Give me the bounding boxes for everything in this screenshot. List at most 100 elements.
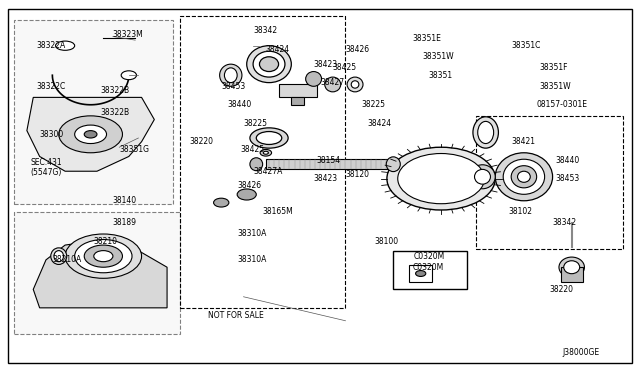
Ellipse shape — [473, 117, 499, 148]
Bar — [476, 116, 623, 249]
Text: 38310A: 38310A — [237, 255, 266, 264]
Ellipse shape — [503, 159, 545, 194]
Text: 38351E: 38351E — [412, 34, 441, 43]
Text: 38310A: 38310A — [237, 230, 266, 238]
Ellipse shape — [259, 57, 278, 71]
Text: 38453: 38453 — [556, 174, 580, 183]
Text: 38102: 38102 — [508, 207, 532, 217]
Text: C0320M: C0320M — [412, 263, 444, 272]
Text: 38300: 38300 — [40, 130, 64, 139]
Text: SEC.431
(5547G): SEC.431 (5547G) — [30, 158, 61, 177]
Ellipse shape — [260, 150, 271, 156]
Ellipse shape — [51, 248, 67, 264]
Bar — [394, 251, 467, 289]
Text: 38423: 38423 — [314, 174, 338, 183]
Bar — [291, 97, 304, 105]
Ellipse shape — [387, 157, 400, 171]
Bar — [561, 267, 582, 282]
Text: 38440: 38440 — [556, 155, 580, 165]
Circle shape — [65, 234, 141, 278]
Bar — [14, 20, 173, 205]
Text: C0320M: C0320M — [414, 251, 445, 261]
Bar — [180, 16, 346, 308]
Text: 38100: 38100 — [374, 237, 398, 246]
Text: 38322B: 38322B — [100, 86, 129, 94]
Text: 38427A: 38427A — [253, 167, 282, 176]
Text: 38210A: 38210A — [52, 255, 82, 264]
Ellipse shape — [250, 128, 288, 148]
Text: 38425: 38425 — [241, 145, 264, 154]
Ellipse shape — [324, 77, 340, 92]
Bar — [409, 265, 431, 282]
Text: 38453: 38453 — [221, 82, 246, 91]
Ellipse shape — [306, 71, 321, 86]
Text: 38426: 38426 — [237, 182, 261, 190]
Text: 38225: 38225 — [362, 100, 385, 109]
Circle shape — [237, 189, 256, 200]
Ellipse shape — [246, 46, 291, 83]
Text: 38342: 38342 — [253, 26, 277, 35]
Text: 38424: 38424 — [368, 119, 392, 128]
Text: 38421: 38421 — [511, 137, 535, 146]
Text: 38351F: 38351F — [540, 63, 568, 72]
Text: 38154: 38154 — [317, 155, 341, 165]
Polygon shape — [33, 241, 167, 308]
Ellipse shape — [225, 68, 237, 83]
Text: 38189: 38189 — [113, 218, 137, 227]
Text: 38351C: 38351C — [511, 41, 541, 50]
Text: 38322B: 38322B — [100, 108, 129, 117]
Text: 38351G: 38351G — [119, 145, 149, 154]
Text: 38351W: 38351W — [540, 82, 572, 91]
Ellipse shape — [347, 77, 363, 92]
Text: 38351W: 38351W — [422, 52, 454, 61]
Ellipse shape — [253, 51, 285, 77]
Circle shape — [397, 154, 484, 204]
Circle shape — [84, 131, 97, 138]
Circle shape — [121, 71, 136, 80]
Ellipse shape — [351, 81, 359, 88]
Text: 08157-0301E: 08157-0301E — [537, 100, 588, 109]
Text: 38423: 38423 — [314, 60, 338, 69]
Bar — [14, 212, 180, 334]
Text: 38425: 38425 — [333, 63, 357, 72]
Bar — [278, 84, 317, 97]
Text: NOT FOR SALE: NOT FOR SALE — [209, 311, 264, 320]
Ellipse shape — [564, 261, 580, 274]
Ellipse shape — [470, 165, 495, 189]
Text: 38342: 38342 — [552, 218, 577, 227]
Text: 38322A: 38322A — [36, 41, 66, 50]
Ellipse shape — [263, 151, 268, 154]
Text: 38210: 38210 — [94, 237, 118, 246]
Text: 38120: 38120 — [346, 170, 369, 179]
Text: 38140: 38140 — [113, 196, 137, 205]
Text: 38351: 38351 — [428, 71, 452, 80]
Text: 38427: 38427 — [320, 78, 344, 87]
Circle shape — [75, 125, 106, 144]
Text: 38323M: 38323M — [113, 30, 143, 39]
Circle shape — [415, 270, 426, 276]
Text: 38426: 38426 — [346, 45, 370, 54]
Circle shape — [387, 147, 495, 210]
Circle shape — [59, 116, 122, 153]
Circle shape — [75, 240, 132, 273]
Ellipse shape — [511, 166, 537, 188]
Polygon shape — [27, 97, 154, 171]
Ellipse shape — [474, 169, 490, 184]
Ellipse shape — [256, 132, 282, 144]
Circle shape — [84, 245, 122, 267]
Text: 38220: 38220 — [189, 137, 213, 146]
Ellipse shape — [56, 41, 75, 50]
Text: 38225: 38225 — [244, 119, 268, 128]
Text: J38000GE: J38000GE — [562, 348, 599, 357]
Circle shape — [94, 251, 113, 262]
Ellipse shape — [495, 153, 552, 201]
Circle shape — [214, 198, 229, 207]
Text: 38220: 38220 — [549, 285, 573, 294]
Bar — [266, 159, 394, 169]
Ellipse shape — [477, 121, 493, 144]
Text: 38424: 38424 — [266, 45, 290, 54]
Text: 38322C: 38322C — [36, 82, 66, 91]
Ellipse shape — [54, 251, 63, 262]
Ellipse shape — [220, 64, 242, 86]
Ellipse shape — [559, 257, 584, 278]
